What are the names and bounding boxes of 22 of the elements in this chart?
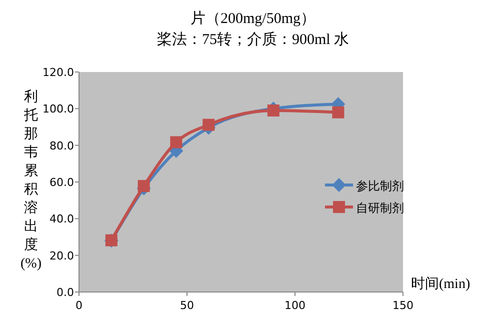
legend-label: 参比制剂 <box>356 179 404 193</box>
legend-label: 自研制剂 <box>356 201 404 215</box>
x-axis-title: 时间(min) <box>411 276 470 292</box>
x-tick-label: 100 <box>284 299 306 312</box>
y-tick-label: 120.0 <box>42 66 74 79</box>
point <box>267 104 280 116</box>
x-tick-label: 150 <box>392 299 414 312</box>
point <box>202 118 215 131</box>
point <box>332 106 344 118</box>
chart-title: 片（200mg/50mg） <box>190 10 316 27</box>
y-tick-label: 0.0 <box>56 286 74 299</box>
y-tick-label: 20.0 <box>50 249 74 262</box>
y-tick-label: 80.0 <box>50 139 74 152</box>
x-tick-label: 50 <box>180 299 194 312</box>
y-tick-label: 100.0 <box>42 102 74 116</box>
y-tick-label: 40.0 <box>50 212 74 226</box>
chart-subtitle: 桨法：75转；介质：900ml 水 <box>156 31 350 48</box>
text: 利托那韦累积溶出度(%) <box>20 90 42 272</box>
point <box>138 180 150 192</box>
y-tick-label: 60.0 <box>50 176 74 189</box>
point <box>170 136 182 148</box>
x-tick-label: 0 <box>76 299 82 312</box>
